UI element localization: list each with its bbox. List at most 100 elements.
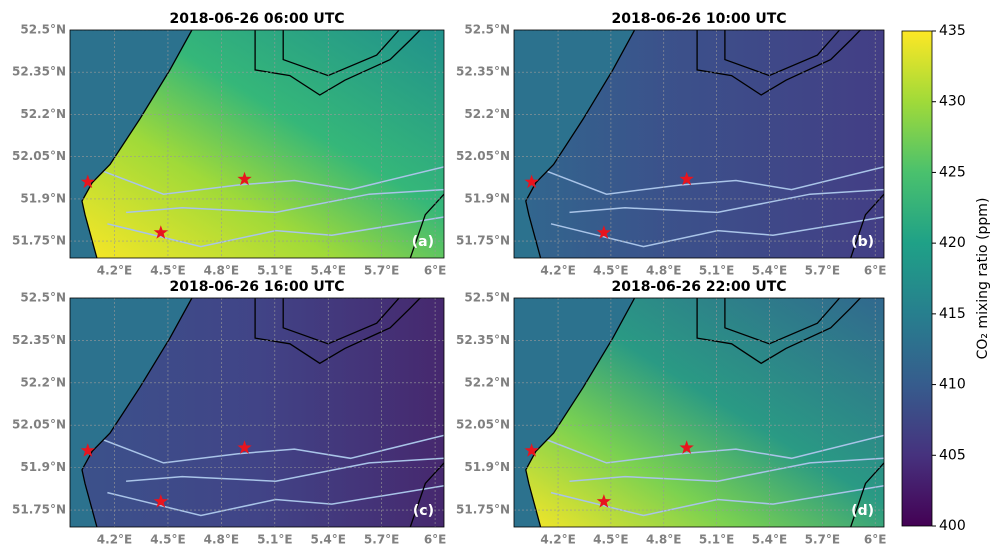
panel-title: 2018-06-26 06:00 UTC xyxy=(169,11,344,27)
panel-label: (c) xyxy=(413,503,434,519)
map-panel xyxy=(70,298,444,527)
x-tick-label: 6°E xyxy=(424,264,447,278)
sea xyxy=(514,30,635,258)
x-tick-label: 4.8°E xyxy=(646,533,681,547)
x-tick-label: 5.1°E xyxy=(699,264,734,278)
y-tick-label: 51.9°N xyxy=(464,191,510,205)
x-tick-label: 4.8°E xyxy=(646,264,681,278)
coastline xyxy=(409,462,444,527)
x-tick-label: 4.2°E xyxy=(540,264,575,278)
site-marker xyxy=(596,494,611,508)
x-tick-label: 5.7°E xyxy=(805,264,840,278)
y-tick-label: 51.9°N xyxy=(464,460,510,474)
panel-title: 2018-06-26 10:00 UTC xyxy=(611,11,786,27)
site-marker xyxy=(679,440,694,454)
x-tick-label: 5.4°E xyxy=(311,533,346,547)
y-tick-label: 52.35°N xyxy=(456,333,510,347)
colorbar xyxy=(901,30,933,527)
river xyxy=(107,485,444,517)
panel-frame xyxy=(69,297,445,528)
sea xyxy=(70,298,192,527)
y-tick-label: 51.9°N xyxy=(20,460,66,474)
site-marker xyxy=(80,443,95,457)
x-tick-label: 4.2°E xyxy=(97,533,132,547)
colorbar-tick-label: 420 xyxy=(939,235,966,251)
x-tick-label: 5.4°E xyxy=(311,264,346,278)
y-tick-label: 51.75°N xyxy=(12,234,66,248)
x-tick-label: 4.5°E xyxy=(150,533,185,547)
coastline xyxy=(254,298,421,365)
y-tick-label: 52.5°N xyxy=(464,23,510,37)
y-tick-label: 51.75°N xyxy=(12,503,66,517)
colorbar-tick-label: 415 xyxy=(939,306,966,322)
colorbar-tick-label: 430 xyxy=(939,94,966,110)
coastline xyxy=(81,298,193,527)
x-tick-label: 5.4°E xyxy=(752,264,787,278)
x-tick-label: 4.2°E xyxy=(97,264,132,278)
panel-label: (b) xyxy=(851,234,874,250)
site-marker xyxy=(153,225,168,239)
coastline xyxy=(409,193,444,258)
site-marker xyxy=(524,443,539,457)
site-marker xyxy=(80,174,95,189)
map-panel xyxy=(70,30,444,258)
map-panel xyxy=(514,298,884,527)
river xyxy=(103,166,444,195)
x-tick-label: 5.1°E xyxy=(257,533,292,547)
river xyxy=(569,457,884,482)
colorbar-tick-label: 405 xyxy=(939,447,966,463)
river xyxy=(107,216,444,248)
site-marker xyxy=(153,494,168,508)
coastline xyxy=(850,462,884,527)
coastline xyxy=(81,30,193,258)
y-tick-label: 52.2°N xyxy=(464,107,510,121)
coastline xyxy=(696,30,861,96)
river xyxy=(547,434,884,464)
colorbar-tick-label: 410 xyxy=(939,377,966,393)
x-tick-label: 4.5°E xyxy=(593,533,628,547)
panel-label: (d) xyxy=(851,503,874,519)
river xyxy=(550,216,884,248)
panel-label: (a) xyxy=(412,234,434,250)
river xyxy=(547,166,884,195)
colorbar-tick-label: 425 xyxy=(939,164,966,180)
y-tick-label: 52.05°N xyxy=(456,418,510,432)
colorbar-tick-label: 400 xyxy=(939,518,966,534)
y-tick-label: 52.5°N xyxy=(464,291,510,305)
x-tick-label: 4.5°E xyxy=(593,264,628,278)
sea xyxy=(514,298,635,527)
x-tick-label: 4.8°E xyxy=(204,264,239,278)
y-tick-label: 51.9°N xyxy=(20,191,66,205)
x-tick-label: 6°E xyxy=(864,533,887,547)
coastline xyxy=(525,298,636,527)
river xyxy=(103,434,444,464)
colorbar-tick-label: 435 xyxy=(939,23,966,39)
y-tick-label: 52.5°N xyxy=(20,291,66,305)
x-tick-label: 4.8°E xyxy=(204,533,239,547)
x-tick-label: 5.1°E xyxy=(257,264,292,278)
y-tick-label: 52.05°N xyxy=(12,149,66,163)
x-tick-label: 5.7°E xyxy=(805,533,840,547)
y-tick-label: 51.75°N xyxy=(456,234,510,248)
river xyxy=(550,485,884,517)
panel-frame xyxy=(69,29,445,259)
coastline xyxy=(525,30,636,258)
x-tick-label: 6°E xyxy=(424,533,447,547)
colorbar-label: CO₂ mixing ratio (ppm) xyxy=(975,198,991,360)
x-tick-label: 4.2°E xyxy=(540,533,575,547)
y-tick-label: 52.2°N xyxy=(20,107,66,121)
site-marker xyxy=(596,225,611,239)
river xyxy=(126,457,444,482)
river xyxy=(126,188,444,214)
y-tick-label: 52.5°N xyxy=(20,23,66,37)
map-panel xyxy=(514,30,884,258)
site-marker xyxy=(237,440,252,454)
panel-title: 2018-06-26 22:00 UTC xyxy=(611,279,786,295)
y-tick-label: 52.35°N xyxy=(456,65,510,79)
x-tick-label: 4.5°E xyxy=(150,264,185,278)
sea xyxy=(70,30,192,258)
panel-frame xyxy=(513,29,885,259)
site-marker xyxy=(524,174,539,189)
x-tick-label: 6°E xyxy=(864,264,887,278)
